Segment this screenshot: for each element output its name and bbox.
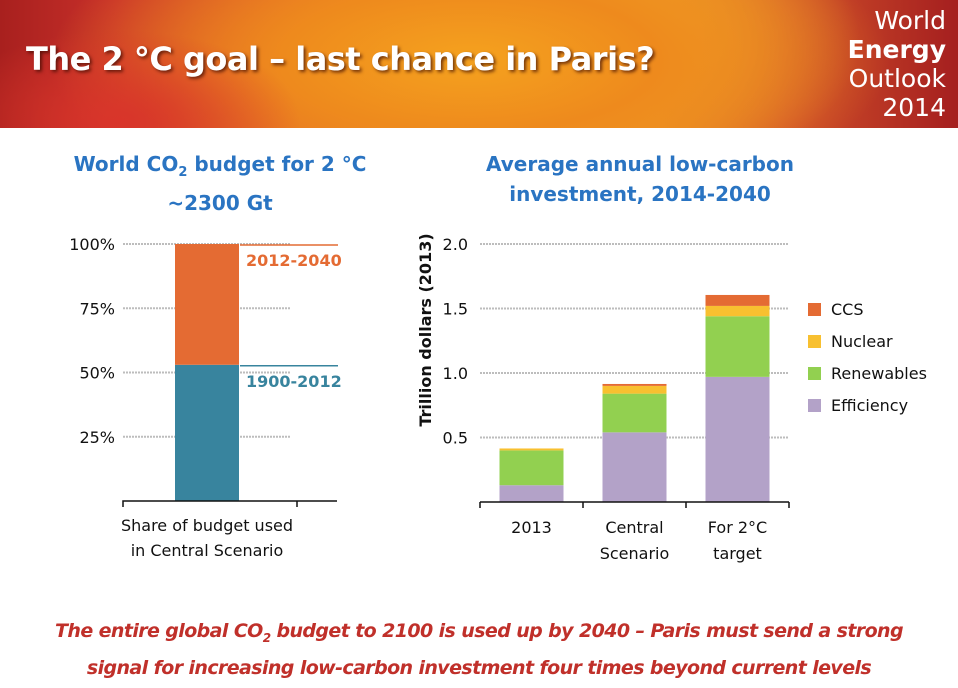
right-y-axis-label: Trillion dollars (2013) xyxy=(416,233,435,426)
left-ytick-label: 50% xyxy=(79,364,115,383)
left-x-category-label: in Central Scenario xyxy=(131,541,284,560)
legend-label: Efficiency xyxy=(831,395,909,415)
right-chart-title: Average annual low-carbon investment, 20… xyxy=(470,149,810,209)
page-title: The 2 °C goal – last chance in Paris? xyxy=(26,40,655,78)
legend-item-nuclear: Nuclear xyxy=(808,325,927,357)
legend-item-efficiency: Efficiency xyxy=(808,389,927,421)
right-x-category-label: For 2°C xyxy=(708,518,767,537)
footer-message: The entire global CO2 budget to 2100 is … xyxy=(0,616,958,683)
right-bar-segment-nuclear xyxy=(499,448,564,451)
legend-item-renewables: Renewables xyxy=(808,357,927,389)
right-ytick-label: 0.5 xyxy=(443,429,468,448)
footer-line1-pre: The entire global CO xyxy=(55,620,263,642)
right-x-category-label: 2013 xyxy=(511,518,552,537)
left-x-category-label: Share of budget used xyxy=(121,516,293,535)
left-ytick-label: 75% xyxy=(79,299,115,318)
left-x-axis xyxy=(122,500,337,507)
legend-swatch xyxy=(808,302,821,316)
right-bar-segment-efficiency xyxy=(602,432,667,502)
left-title-sub: 2 xyxy=(178,165,188,180)
left-chart-title: World CO2 budget for 2 °C ~2300 Gt xyxy=(40,149,400,218)
right-bar-segment-nuclear xyxy=(705,305,770,317)
right-bar-segment-ccs xyxy=(602,383,667,386)
left-bar-segment-1900-2012 xyxy=(175,364,239,501)
footer-line1-sub: 2 xyxy=(262,630,271,645)
right-x-category-label: Scenario xyxy=(600,544,670,563)
right-bar-segment-efficiency xyxy=(499,485,564,502)
left-ytick-label: 100% xyxy=(69,235,115,254)
header-banner: The 2 °C goal – last chance in Paris? Wo… xyxy=(0,0,958,128)
legend-item-ccs: CCS xyxy=(808,293,927,325)
right-chart-legend: CCS Nuclear Renewables Efficiency xyxy=(808,293,927,421)
right-ytick-label: 2.0 xyxy=(443,235,468,254)
left-title-pre: World CO xyxy=(73,152,179,176)
weo-logo: World Energy Outlook 2014 xyxy=(848,6,946,122)
logo-line-year: 2014 xyxy=(882,93,946,122)
right-bar-segment-renewables xyxy=(499,450,564,486)
legend-label: Nuclear xyxy=(831,331,893,351)
legend-label: CCS xyxy=(831,299,864,319)
right-ytick-label: 1.0 xyxy=(443,364,468,383)
legend-swatch xyxy=(808,366,821,380)
logo-line-world: World xyxy=(874,6,946,35)
right-x-category-label: Central xyxy=(605,518,663,537)
legend-swatch xyxy=(808,398,821,412)
left-title-post: budget for 2 °C xyxy=(187,152,367,176)
left-bar-segment-2012-2040 xyxy=(175,244,239,365)
logo-line-energy: Energy xyxy=(847,35,946,64)
legend-label: Renewables xyxy=(831,363,927,383)
left-ytick-label: 25% xyxy=(79,428,115,447)
right-bar-segment-ccs xyxy=(705,294,770,306)
right-title-line2: investment, 2014-2040 xyxy=(509,182,771,206)
right-bar-segment-nuclear xyxy=(602,385,667,394)
right-bar-segment-efficiency xyxy=(705,376,770,502)
right-ytick-label: 1.5 xyxy=(443,300,468,319)
left-chart-subtitle: ~2300 Gt xyxy=(167,191,273,215)
right-bar-segment-renewables xyxy=(602,393,667,433)
right-x-axis xyxy=(479,501,790,508)
footer-line1-post: budget to 2100 is used up by 2040 – Pari… xyxy=(270,620,903,642)
logo-line-outlook: Outlook xyxy=(848,64,946,93)
footer-line2: signal for increasing low-carbon investm… xyxy=(86,656,872,679)
left-series-label: 1900-2012 xyxy=(246,372,342,391)
right-x-category-label: target xyxy=(713,544,762,563)
legend-swatch xyxy=(808,334,821,348)
right-bar-segment-renewables xyxy=(705,316,770,377)
left-series-label: 2012-2040 xyxy=(246,251,342,270)
right-title-line1: Average annual low-carbon xyxy=(486,152,794,176)
